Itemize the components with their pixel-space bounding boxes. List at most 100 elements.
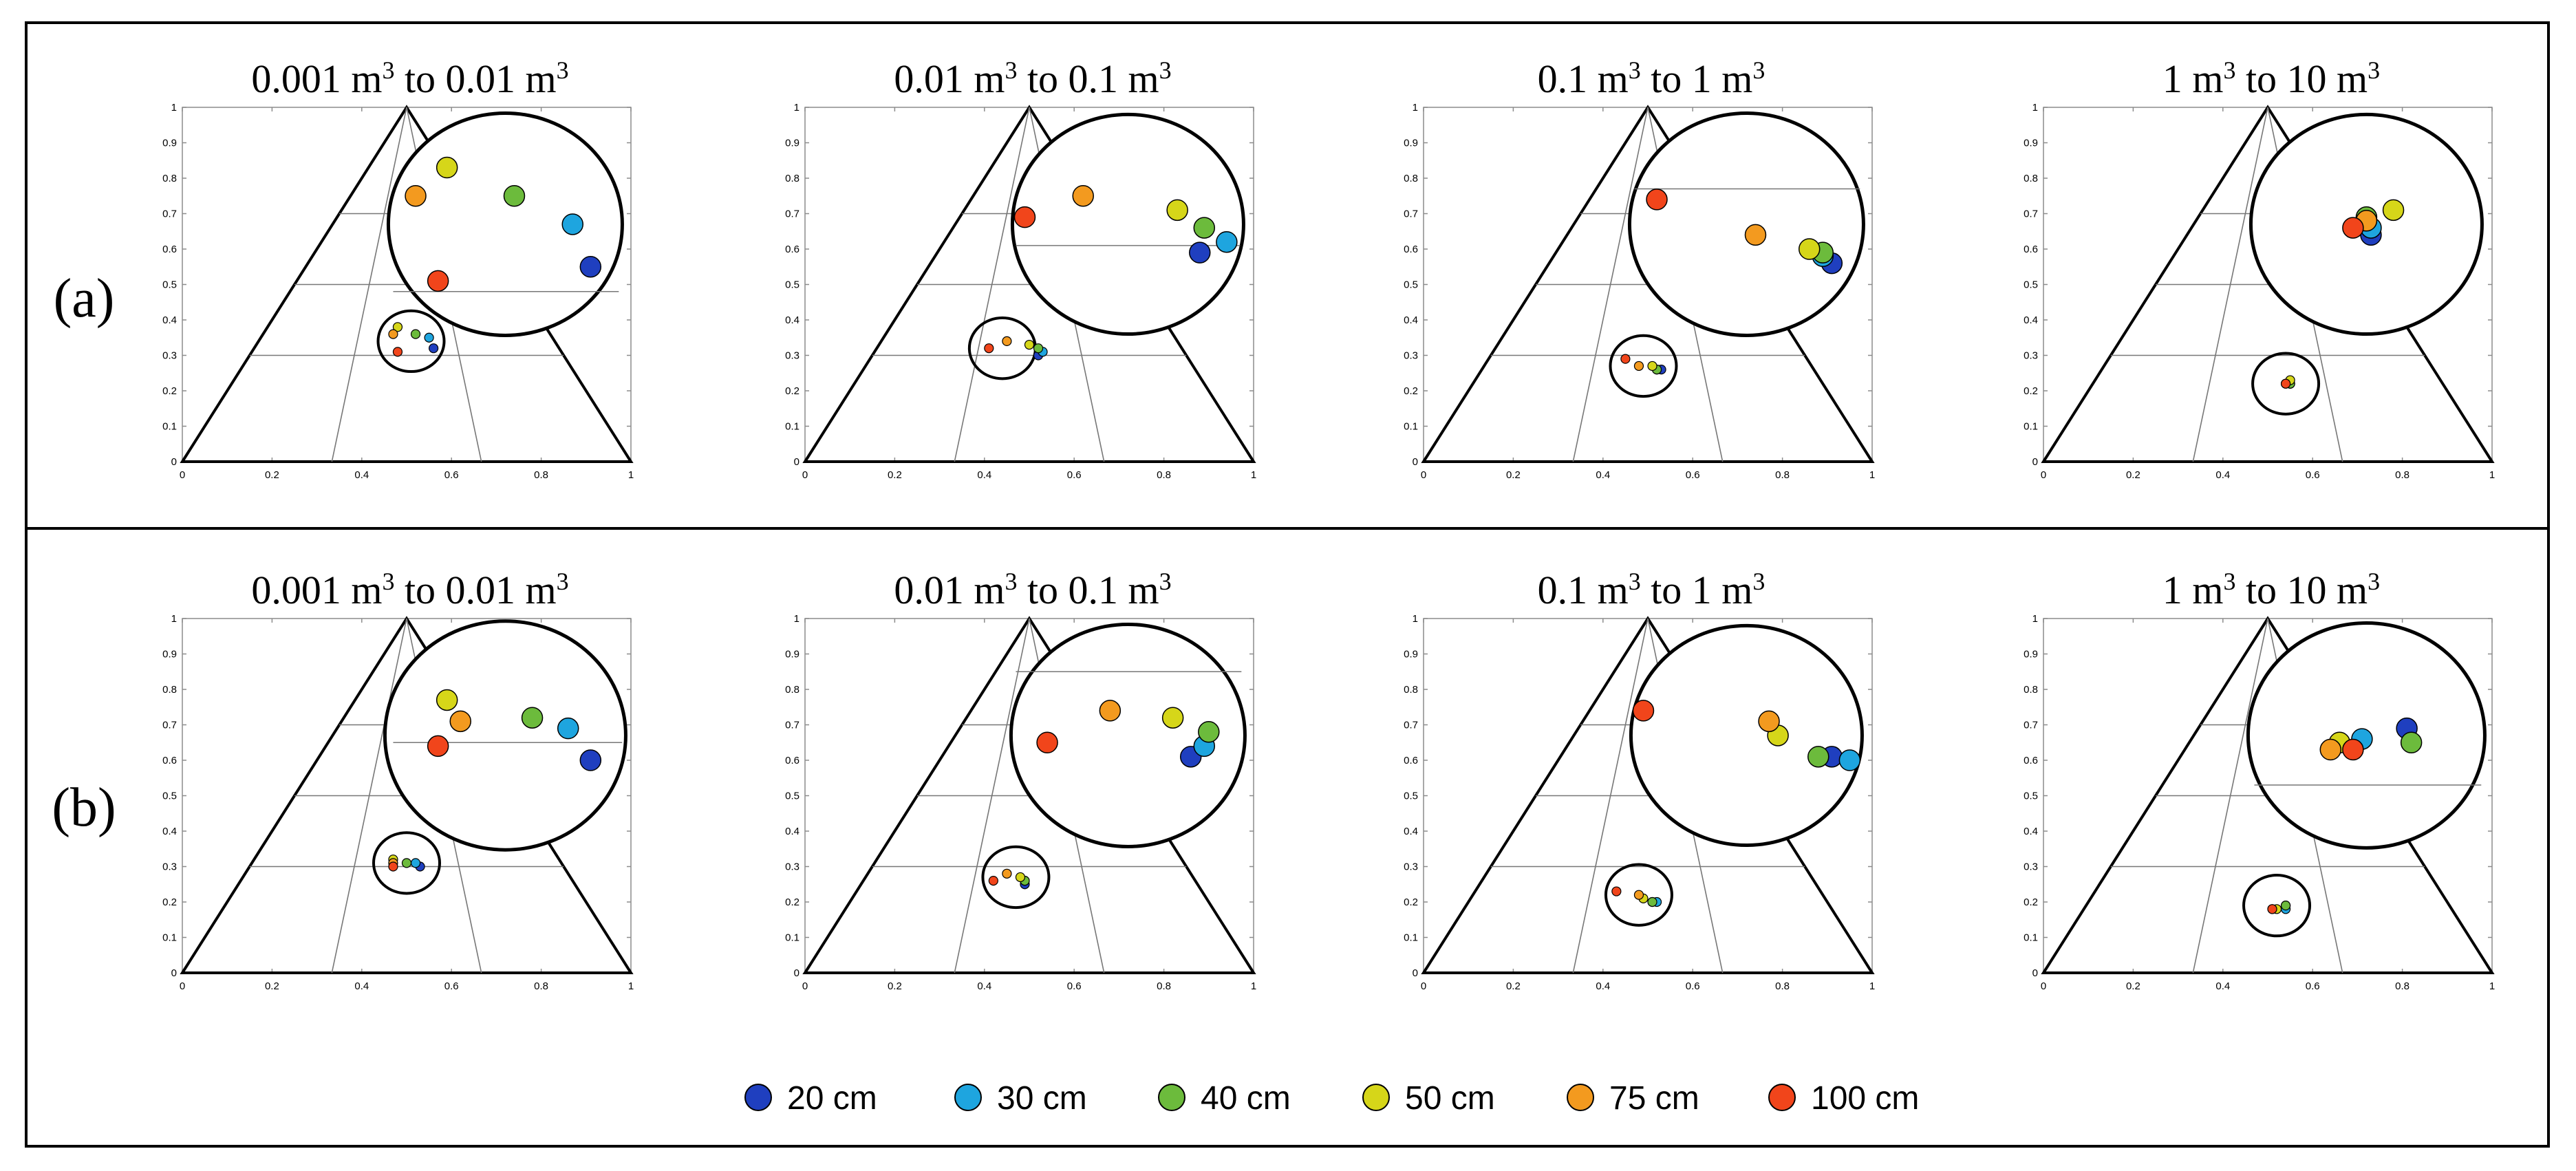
y-tick-label: 0.1 (785, 932, 799, 944)
y-tick-label: 1 (794, 613, 799, 625)
magnifier-small-circle (967, 316, 1037, 380)
y-tick-label: 0 (794, 967, 799, 979)
inset-data-point (405, 185, 427, 207)
inset-data-point (1632, 700, 1655, 722)
data-point (1015, 872, 1026, 883)
legend-label: 100 cm (1811, 1080, 1919, 1117)
x-tick-label: 0 (2041, 980, 2046, 992)
data-point (1633, 890, 1644, 900)
inset-data-point (2400, 731, 2423, 753)
x-tick-label: 0.6 (1686, 469, 1700, 481)
y-tick-label: 0.9 (162, 649, 177, 660)
y-tick-label: 0.8 (785, 173, 799, 184)
data-point (2280, 378, 2291, 389)
inset-data-point (561, 213, 583, 235)
data-point (1611, 886, 1622, 896)
ternary-grid-line (1572, 618, 1649, 974)
x-tick-label: 0.8 (2395, 980, 2409, 992)
y-tick-label: 0.6 (2024, 755, 2038, 766)
ternary-grid-line (954, 618, 1030, 974)
y-tick-label: 0.3 (2024, 350, 2038, 362)
inset-data-point (1758, 710, 1780, 733)
y-tick-label: 0.7 (1404, 208, 1418, 220)
magnifier-large-circle (386, 111, 624, 337)
data-point (388, 861, 398, 872)
y-tick-label: 0.4 (162, 826, 177, 837)
magnifier-small-circle (372, 831, 441, 895)
inset-data-point (1198, 721, 1220, 743)
y-tick-label: 1 (1413, 102, 1418, 114)
panel-title: 0.1 m3 to 1 m3 (1538, 56, 1765, 101)
y-tick-label: 0.5 (2024, 279, 2038, 291)
legend-item: 20 cm (744, 1080, 877, 1117)
y-tick-label: 0.1 (162, 421, 177, 433)
y-tick-label: 0.6 (2024, 244, 2038, 255)
x-tick-label: 0.8 (1157, 469, 1171, 481)
ternary-grid-line (2192, 107, 2268, 462)
inset-data-point (427, 735, 449, 758)
y-tick-label: 0.6 (785, 755, 799, 766)
inset-data-point (1798, 238, 1821, 260)
y-tick-label: 0.7 (162, 208, 177, 220)
y-tick-label: 0.4 (2024, 826, 2038, 837)
data-point (1002, 336, 1012, 346)
x-tick-label: 0.8 (1775, 980, 1790, 992)
y-tick-label: 0 (2032, 967, 2038, 979)
ternary-panel: 0.1 m3 to 1 m3 0 0.2 0.4 0.6 0.8 1 0 0.1 0.2 0.3 0.… (1404, 568, 1875, 992)
x-tick-label: 0.4 (1596, 469, 1610, 481)
y-tick-label: 0.8 (162, 173, 177, 184)
panel-title: 0.01 m3 to 0.1 m3 (894, 56, 1171, 101)
data-point (1633, 361, 1644, 372)
y-tick-label: 1 (171, 102, 177, 114)
inset-data-point (1744, 224, 1767, 246)
y-tick-label: 0.3 (785, 861, 799, 873)
x-tick-label: 0.6 (1686, 980, 1700, 992)
y-tick-label: 1 (171, 613, 177, 625)
y-tick-label: 0 (171, 967, 177, 979)
y-tick-label: 0.8 (785, 684, 799, 696)
magnifier-large-circle (1627, 111, 1865, 337)
panel-title: 0.01 m3 to 0.1 m3 (894, 568, 1171, 612)
inset-data-point (1807, 746, 1829, 768)
legend-marker-100cm (1768, 1084, 1796, 1111)
inset-data-point (1189, 241, 1211, 264)
y-tick-label: 0.7 (2024, 720, 2038, 731)
y-tick-label: 0.2 (1404, 896, 1418, 908)
y-tick-label: 0.4 (1404, 826, 1418, 837)
y-tick-label: 1 (2032, 613, 2038, 625)
y-tick-label: 0 (1413, 967, 1418, 979)
x-tick-label: 0.2 (888, 469, 902, 481)
data-point (1033, 343, 1044, 354)
y-tick-label: 1 (794, 102, 799, 114)
y-tick-label: 0 (2032, 456, 2038, 468)
legend-marker-30cm (954, 1084, 982, 1111)
data-point (988, 875, 998, 886)
magnifier-large-circle (1009, 622, 1247, 848)
y-tick-label: 0.3 (162, 350, 177, 362)
x-tick-label: 1 (2489, 469, 2495, 481)
inset-data-point (1161, 707, 1184, 729)
x-tick-label: 0 (1421, 469, 1426, 481)
inset-data-point (503, 185, 526, 207)
x-tick-label: 0.2 (2126, 980, 2140, 992)
y-tick-label: 0.6 (1404, 755, 1418, 766)
y-tick-label: 0.5 (785, 791, 799, 802)
y-tick-label: 0.8 (2024, 173, 2038, 184)
x-tick-label: 0.2 (888, 980, 902, 992)
inset-data-point (557, 717, 579, 740)
inset-data-point (436, 689, 458, 711)
legend-label: 30 cm (997, 1080, 1087, 1117)
y-tick-label: 0.2 (162, 385, 177, 397)
y-tick-label: 0.4 (1404, 314, 1418, 326)
y-tick-label: 0.6 (1404, 244, 1418, 255)
magnifier-large-circle (1010, 112, 1245, 336)
y-tick-label: 0.9 (162, 138, 177, 149)
magnifier-small-circle (1604, 863, 1673, 927)
legend: 20 cm 30 cm 40 cm 50 cm 75 cm 100 cm (744, 1080, 1919, 1117)
x-tick-label: 0 (802, 980, 808, 992)
x-tick-label: 1 (1251, 980, 1256, 992)
y-tick-label: 0.6 (785, 244, 799, 255)
inset-data-point (436, 156, 458, 179)
x-tick-label: 0.2 (265, 469, 279, 481)
ternary-panel: 1 m3 to 10 m3 0 0.2 0.4 0.6 0.8 1 0 0.1 0.2 0.3 0.4… (2024, 568, 2495, 992)
